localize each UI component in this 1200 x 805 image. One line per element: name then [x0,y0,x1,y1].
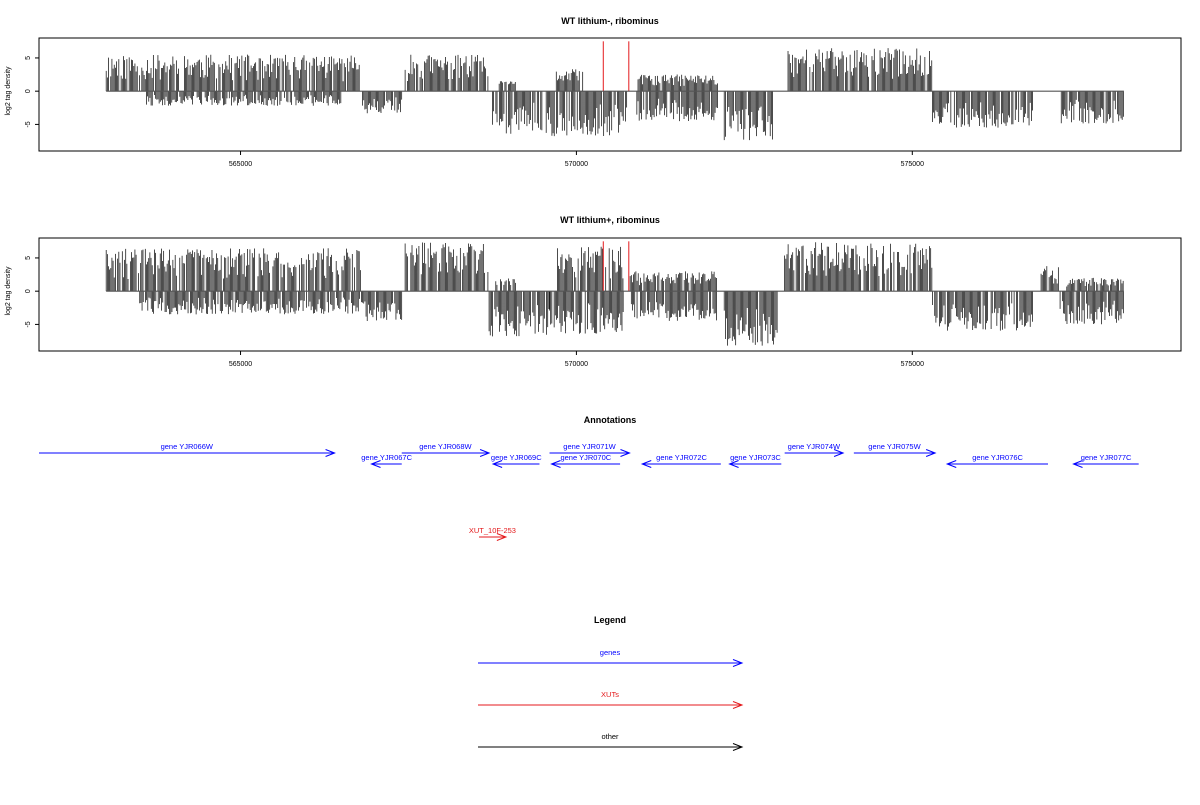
legend-label: genes [600,648,621,657]
y-tick-label: 5 [25,256,32,260]
annotations-title: Annotations [584,415,637,425]
feature-label: gene YJR067C [361,453,412,462]
y-tick-label: 5 [25,56,32,60]
feature-label: gene YJR069C [491,453,542,462]
feature-arrow: gene YJR071W [549,442,631,457]
y-tick-label: 0 [25,89,32,93]
legend-items: genes XUTs other [478,648,744,751]
legend-item: XUTs [478,690,744,709]
coverage-panel-lithium-minus: WT lithium-, ribominus log2 tag density … [5,16,1182,168]
feature-label: XUT_10F-253 [469,526,516,535]
feature-arrow: gene YJR075W [853,442,937,457]
legend-item: genes [478,648,744,667]
feature-label: gene YJR077C [1081,453,1132,462]
y-tick-label: -5 [25,321,32,327]
feature-label: gene YJR075W [868,442,921,451]
coverage-bars [105,242,1124,346]
y-axis-label: log2 tag density [5,266,12,316]
y-tick-label: -5 [25,121,32,127]
feature-arrow: gene YJR070C [550,453,621,468]
feature-arrow: gene YJR077C [1072,453,1139,468]
panel-title: WT lithium+, ribominus [560,215,660,225]
marker-lines [602,241,630,292]
y-axis-label: log2 tag density [5,66,12,116]
legend-label: XUTs [601,690,619,699]
coverage-bars [105,48,1124,141]
x-tick-label: 570000 [565,161,588,168]
feature-label: gene YJR076C [972,453,1023,462]
x-tick-label: 570000 [565,361,588,368]
plot-frame [38,37,1182,152]
feature-label: gene YJR066W [161,442,214,451]
feature-arrow: XUT_10F-253 [469,526,516,541]
minus-strand-bars [139,291,1124,346]
legend-item: other [478,732,744,751]
x-tick-label: 565000 [229,161,252,168]
panel-title: WT lithium-, ribominus [561,16,659,26]
feature-label: gene YJR074W [788,442,841,451]
plot-frame [38,237,1182,352]
feature-label: gene YJR072C [656,453,707,462]
feature-arrow: gene YJR067C [361,453,413,468]
plus-strand-bars [105,242,1124,292]
feature-arrow: gene YJR069C [491,453,542,468]
minus-strand-bars [146,91,1124,141]
x-tick-label: 575000 [901,161,924,168]
feature-arrow: gene YJR068W [401,442,491,457]
legend: Legend genes XUTs other [478,615,744,751]
legend-label: other [601,732,619,741]
feature-label: gene YJR070C [560,453,611,462]
feature-list: gene YJR066W gene YJR067C gene YJR068W gene… [39,442,1139,541]
y-tick-label: 0 [25,289,32,293]
feature-arrow: gene YJR074W [784,442,845,457]
feature-arrow: gene YJR076C [945,453,1048,468]
x-tick-label: 575000 [901,361,924,368]
feature-arrow: gene YJR073C [728,453,781,468]
feature-label: gene YJR068W [419,442,472,451]
plus-strand-bars [105,48,933,92]
feature-arrow: gene YJR072C [640,453,721,468]
feature-arrow: gene YJR066W [39,442,336,457]
axes: 5 0 -5 565000 570000 575000 [25,256,1124,368]
feature-label: gene YJR071W [563,442,616,451]
legend-title: Legend [594,615,626,625]
x-tick-label: 565000 [229,361,252,368]
marker-lines [602,41,630,92]
feature-label: gene YJR073C [730,453,781,462]
coverage-panel-lithium-plus: WT lithium+, ribominus log2 tag density … [5,215,1182,368]
axes: 5 0 -5 565000 570000 575000 [25,56,1124,168]
